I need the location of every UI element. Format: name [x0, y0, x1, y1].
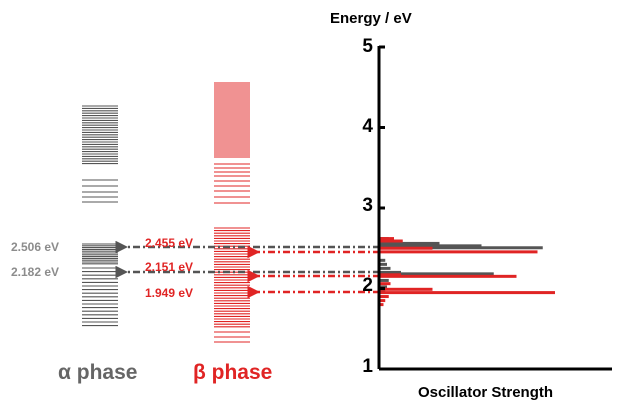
- tick-label-3: 3: [362, 195, 373, 216]
- beta-oscillator-bar: [380, 246, 433, 250]
- beta-value-1949: 1.949 eV: [145, 286, 194, 300]
- beta-oscillator-bar: [380, 291, 555, 295]
- beta-oscillator-bar: [380, 274, 517, 278]
- alpha-oscillator-bar: [380, 266, 391, 270]
- beta-oscillator-bar: [380, 303, 384, 307]
- energy-axis: [377, 46, 612, 371]
- beta-oscillator-bar: [380, 287, 433, 291]
- beta-phase-label: β phase: [193, 361, 273, 384]
- alpha-oscillator-bar: [380, 270, 401, 274]
- alpha-value-2182: 2.182 eV: [11, 265, 60, 279]
- alpha-oscillator-bar: [380, 241, 440, 245]
- alpha-oscillator-bar: [380, 262, 387, 266]
- beta-oscillator-bar: [380, 295, 389, 299]
- alpha-oscillator-bar: [380, 246, 543, 250]
- alpha-oscillator-bar: [380, 285, 387, 289]
- alpha-oscillator-bar: [380, 278, 389, 282]
- tick-label-5: 5: [362, 36, 373, 57]
- alpha-value-2506: 2.506 eV: [11, 240, 60, 254]
- oscillator-spectrum: [380, 237, 555, 307]
- alpha-oscillator-bar: [380, 258, 386, 262]
- axis-tick-marks: [379, 45, 385, 371]
- beta-value-2151: 2.151 eV: [145, 260, 194, 274]
- transition-arrows: [115, 240, 380, 299]
- tick-label-4: 4: [362, 116, 373, 137]
- alpha-phase-label: α phase: [58, 361, 138, 384]
- beta-value-2455: 2.455 eV: [145, 236, 194, 250]
- beta-oscillator-bar: [380, 250, 538, 254]
- beta-oscillator-bar: [380, 282, 391, 286]
- energy-axis-title: Energy / eV: [330, 10, 412, 27]
- beta-oscillator-bar: [380, 237, 394, 241]
- alpha-oscillator-bar: [380, 244, 482, 248]
- beta-oscillator-bar: [380, 239, 403, 243]
- tick-label-1: 1: [362, 356, 373, 377]
- oscillator-strength-label: Oscillator Strength: [418, 384, 554, 401]
- alpha-energy-levels: [82, 105, 118, 327]
- beta-oscillator-bar: [380, 273, 401, 277]
- tick-label-2: 2: [362, 275, 373, 296]
- beta-oscillator-bar: [380, 299, 386, 303]
- beta-energy-levels: [214, 82, 250, 343]
- alpha-oscillator-bar: [380, 272, 494, 276]
